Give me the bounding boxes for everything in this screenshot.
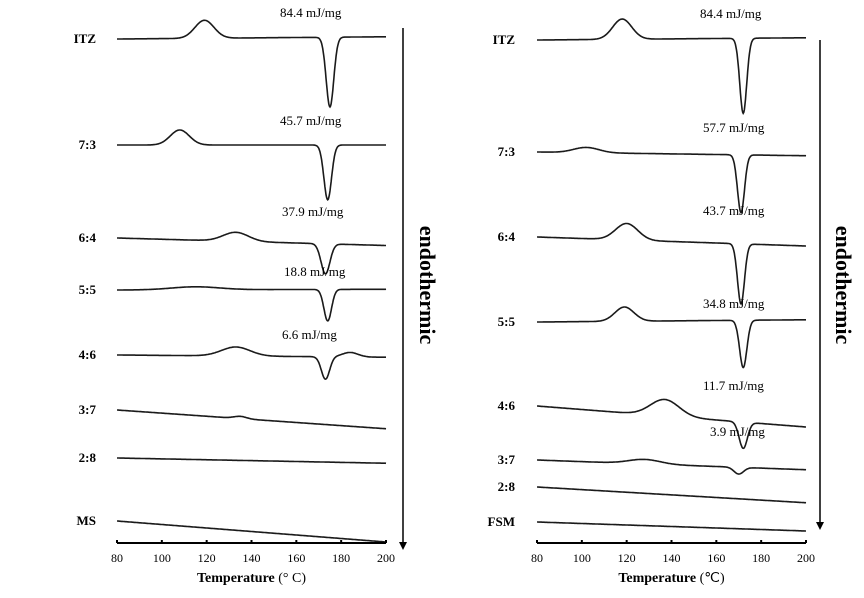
x-tick-label: 100 (573, 551, 591, 565)
enthalpy-annotation: 11.7 mJ/mg (703, 378, 764, 393)
x-tick-label: 100 (153, 551, 171, 565)
dsc-trace-itz (117, 19, 386, 109)
dsc-trace-ms (117, 520, 386, 543)
trace-label: 5:5 (498, 314, 516, 329)
x-axis-label-unit: (℃) (696, 571, 725, 586)
trace-label: 7:3 (498, 144, 516, 159)
dsc-trace-3-7 (117, 409, 387, 430)
x-axis-label: Temperature (℃) (618, 571, 725, 586)
trace-label: 3:7 (498, 452, 516, 467)
x-tick-label: 120 (198, 551, 216, 565)
trace-label: 4:6 (498, 398, 516, 413)
trace-label: 7:3 (79, 137, 97, 152)
trace-label: 6:4 (79, 230, 97, 245)
dsc-trace-5-5 (117, 286, 387, 322)
x-axis-label-unit: (° C) (275, 571, 307, 586)
dsc-trace-4-6 (537, 398, 806, 450)
enthalpy-annotation: 18.8 mJ/mg (284, 264, 346, 279)
dsc-trace-itz (537, 18, 806, 115)
x-tick-label: 80 (531, 551, 543, 565)
x-tick-label: 160 (287, 551, 305, 565)
trace-label: 2:8 (79, 450, 97, 465)
enthalpy-annotation: 43.7 mJ/mg (703, 203, 765, 218)
x-tick-label: 140 (663, 551, 681, 565)
enthalpy-annotation: 45.7 mJ/mg (280, 113, 342, 128)
arrow-head-icon (816, 522, 824, 530)
x-tick-label: 200 (377, 551, 395, 565)
enthalpy-annotation: 34.8 mJ/mg (703, 296, 765, 311)
x-tick-label: 140 (243, 551, 261, 565)
enthalpy-annotation: 3.9 mJ/mg (710, 424, 765, 439)
trace-label: 4:6 (79, 347, 97, 362)
trace-label: MS (77, 513, 97, 528)
trace-label: 3:7 (79, 402, 97, 417)
trace-label: ITZ (493, 32, 516, 47)
trace-label: FSM (488, 514, 515, 529)
dsc-trace-5-5 (537, 306, 806, 369)
x-axis-label-main: Temperature (618, 571, 696, 586)
arrow-head-icon (399, 542, 407, 550)
dsc-trace-2-8 (117, 457, 387, 465)
dsc-trace-7-3 (537, 146, 807, 214)
x-tick-label: 80 (111, 551, 123, 565)
enthalpy-annotation: 6.6 mJ/mg (282, 327, 337, 342)
dsc-trace-3-7 (537, 458, 807, 475)
enthalpy-annotation: 84.4 mJ/mg (280, 5, 342, 20)
trace-label: 2:8 (498, 479, 516, 494)
x-tick-label: 200 (797, 551, 815, 565)
dsc-trace-6-4 (117, 231, 386, 275)
enthalpy-annotation: 84.4 mJ/mg (700, 6, 762, 21)
dsc-trace-7-3 (117, 129, 386, 201)
trace-label: ITZ (74, 31, 97, 46)
dsc-trace-6-4 (537, 222, 806, 306)
x-tick-label: 180 (332, 551, 350, 565)
trace-label: 5:5 (79, 282, 97, 297)
enthalpy-annotation: 57.7 mJ/mg (703, 120, 765, 135)
y-axis-label: endothermic (415, 226, 440, 345)
dsc-trace-4-6 (117, 346, 386, 381)
x-tick-label: 160 (707, 551, 725, 565)
x-tick-label: 120 (618, 551, 636, 565)
dsc-trace-2-8 (537, 486, 807, 504)
x-axis-label-main: Temperature (197, 571, 275, 586)
trace-label: 6:4 (498, 229, 516, 244)
y-axis-label: endothermic (831, 226, 856, 345)
x-tick-label: 180 (752, 551, 770, 565)
x-axis-label: Temperature (° C) (197, 571, 306, 586)
enthalpy-annotation: 37.9 mJ/mg (282, 204, 344, 219)
dsc-trace-fsm (537, 521, 806, 532)
